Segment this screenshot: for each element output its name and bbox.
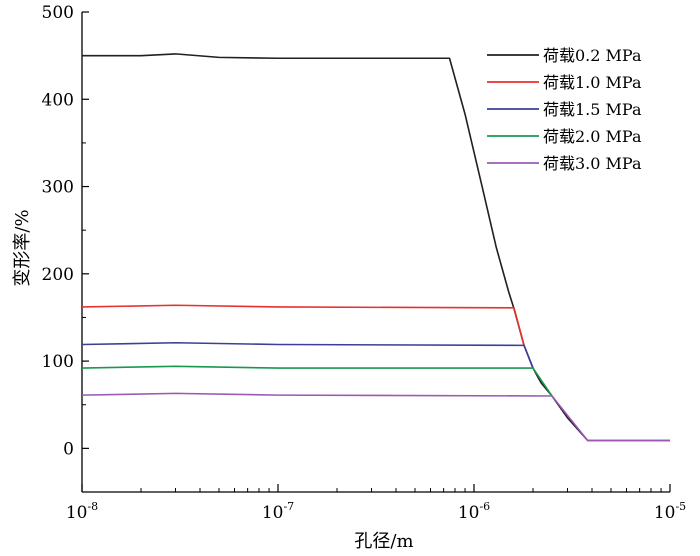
x-axis-title: 孔径/m [354,531,413,552]
series-line-2 [81,304,525,346]
legend: 荷载0.2 MPa 荷载1.0 MPa 荷载1.5 MPa 荷载2.0 MPa 荷载3.… [487,46,642,173]
legend-label-1: 荷载0.2 MPa [543,46,642,65]
y-tick-label: 100 [42,352,74,372]
y-tick-label: 300 [42,178,74,198]
x-tick-label: 10-7 [262,500,294,523]
legend-label-5: 荷载3.0 MPa [543,154,642,173]
x-tick-label: 10-6 [458,500,490,523]
series-line-3 [81,341,534,369]
legend-label-4: 荷载2.0 MPa [543,127,642,146]
series-line-5 [81,392,670,442]
y-tick-label: 0 [63,439,74,459]
series-layer [81,53,670,442]
y-tick-label: 200 [42,265,74,285]
legend-label-3: 荷载1.5 MPa [543,100,642,119]
series-line-1 [82,53,515,309]
axes-layer: 0 100 200 300 400 500 10-8 10-7 10-6 10-5 [42,3,687,523]
x-tick-label: 10-8 [66,500,98,523]
series-line-4 [81,365,553,397]
y-tick-label: 500 [42,3,74,23]
legend-label-2: 荷载1.0 MPa [543,73,642,92]
x-tick-label: 10-5 [654,500,686,523]
y-tick-label: 400 [42,90,74,110]
y-axis-title: 变形率/% [12,209,33,286]
